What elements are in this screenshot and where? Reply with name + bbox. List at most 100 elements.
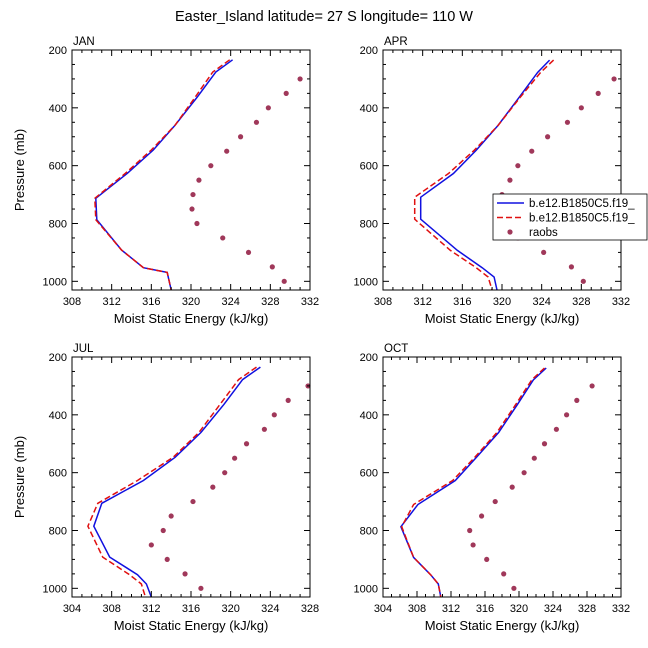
y-tick-label: 800 <box>360 525 378 537</box>
raobs-point <box>564 119 571 125</box>
panel-jan: 308 312 316 320 324 328 332 200 400 600 800 1000 JAN… <box>12 36 319 326</box>
model2-line <box>400 367 546 597</box>
y-tick-label: 1000 <box>43 583 67 595</box>
y-tick-label: 600 <box>49 161 67 173</box>
raobs-point <box>531 455 537 461</box>
raobs-point <box>269 264 275 270</box>
raobs-point <box>237 134 244 140</box>
raobs-point <box>515 163 521 169</box>
x-tick-label: 304 <box>63 603 81 615</box>
x-tick-label: 328 <box>578 603 596 615</box>
raobs-point <box>595 90 601 96</box>
raobs-point <box>578 105 584 111</box>
raobs-point <box>265 105 271 111</box>
plot-frame <box>382 49 622 291</box>
raobs-point <box>220 235 226 241</box>
legend-entry: raobs <box>507 227 558 239</box>
raobs-point <box>190 498 196 505</box>
x-tick-label: 320 <box>182 296 200 308</box>
raobs-point <box>198 585 204 591</box>
raobs-point <box>194 220 200 227</box>
raobs-point <box>611 76 617 82</box>
raobs-point <box>164 556 170 563</box>
legend-entry: b.e12.B1850C5.f19_ <box>497 198 635 210</box>
x-axis-label: Moist Static Energy (kJ/kg) <box>114 618 269 633</box>
x-tick-label: 316 <box>476 603 494 615</box>
model1-line <box>92 366 261 597</box>
raobs-point <box>564 412 570 418</box>
x-tick-label: 312 <box>142 603 160 615</box>
raobs-point <box>501 571 507 577</box>
y-tick-label: 1000 <box>43 276 67 288</box>
x-tick-label: 308 <box>408 603 426 615</box>
model2-line <box>413 59 555 290</box>
raobs-point <box>541 249 547 256</box>
x-tick-label: 328 <box>261 296 279 308</box>
raobs-point <box>210 484 216 490</box>
x-tick-label: 316 <box>453 296 471 308</box>
raobs-point <box>271 412 277 418</box>
raobs-point <box>261 426 267 432</box>
y-tick-label: 600 <box>49 468 67 480</box>
raobs-point <box>182 571 188 577</box>
raobs-point <box>208 163 214 169</box>
legend: b.e12.B1850C5.f19_ b.e12.B1850C5.f19_raob… <box>492 193 648 241</box>
raobs-point <box>541 441 548 447</box>
x-tick-label: 308 <box>102 603 120 615</box>
raobs-point <box>492 498 498 505</box>
raobs-point <box>545 134 551 140</box>
x-axis-label: Moist Static Energy (kJ/kg) <box>425 618 580 633</box>
model1-line <box>95 59 234 290</box>
x-tick-label: 316 <box>182 603 200 615</box>
x-tick-label: 332 <box>301 296 319 308</box>
raobs-point <box>507 177 513 183</box>
x-tick-label: 332 <box>612 603 630 615</box>
x-tick-label: 312 <box>102 296 120 308</box>
raobs-markers <box>495 76 617 284</box>
y-tick-label: 400 <box>360 410 378 422</box>
x-axis-label: Moist Static Energy (kJ/kg) <box>425 311 580 326</box>
x-axis-label: Moist Static Energy (kJ/kg) <box>114 311 269 326</box>
legend-entry: b.e12.B1850C5.f19_ <box>497 213 635 225</box>
y-tick-label: 1000 <box>354 276 378 288</box>
panel-label: APR <box>384 36 408 48</box>
raobs-point <box>467 527 473 534</box>
model1-line <box>419 59 551 290</box>
raobs-point <box>511 585 517 591</box>
x-tick-label: 312 <box>442 603 460 615</box>
raobs-point <box>190 191 196 198</box>
raobs-point <box>148 542 154 548</box>
panel-oct: 304 308 312 316 320 324 328 332 200 400 600 800 1000… <box>354 343 631 633</box>
y-tick-label: 200 <box>360 45 378 57</box>
x-tick-label: 324 <box>221 296 239 308</box>
panel-jul: 304 308 312 316 320 324 328 200 400 600 800 1000 JUL… <box>12 343 319 633</box>
x-tick-label: 312 <box>413 296 431 308</box>
x-tick-label: 308 <box>374 296 392 308</box>
panel-apr: 308 312 316 320 324 328 332 200 400 600 800 1000 APR… <box>354 36 631 326</box>
x-tick-label: 320 <box>221 603 239 615</box>
y-tick-label: 800 <box>49 525 67 537</box>
y-tick-label: 200 <box>360 352 378 364</box>
raobs-markers <box>189 76 303 284</box>
raobs-point <box>589 383 595 389</box>
legend-label: b.e12.B1850C5.f19_ <box>529 198 635 210</box>
y-tick-label: 800 <box>49 218 67 230</box>
plot-frame <box>71 49 311 291</box>
y-tick-label: 600 <box>360 468 378 480</box>
raobs-point <box>509 484 515 490</box>
raobs-point <box>568 264 575 270</box>
figure-title: Easter_Island latitude= 27 S longitude= … <box>175 9 473 25</box>
raobs-point <box>521 470 527 476</box>
x-tick-label: 324 <box>532 296 550 308</box>
y-tick-label: 600 <box>360 161 378 173</box>
y-tick-label: 400 <box>49 410 67 422</box>
plot-frame <box>382 356 622 598</box>
raobs-point <box>222 470 228 476</box>
x-tick-label: 324 <box>261 603 279 615</box>
y-tick-label: 200 <box>49 45 67 57</box>
raobs-markers <box>467 383 595 591</box>
x-tick-label: 328 <box>301 603 319 615</box>
raobs-point <box>253 119 260 125</box>
legend-label: b.e12.B1850C5.f19_ <box>529 213 635 225</box>
raobs-point <box>189 206 195 212</box>
